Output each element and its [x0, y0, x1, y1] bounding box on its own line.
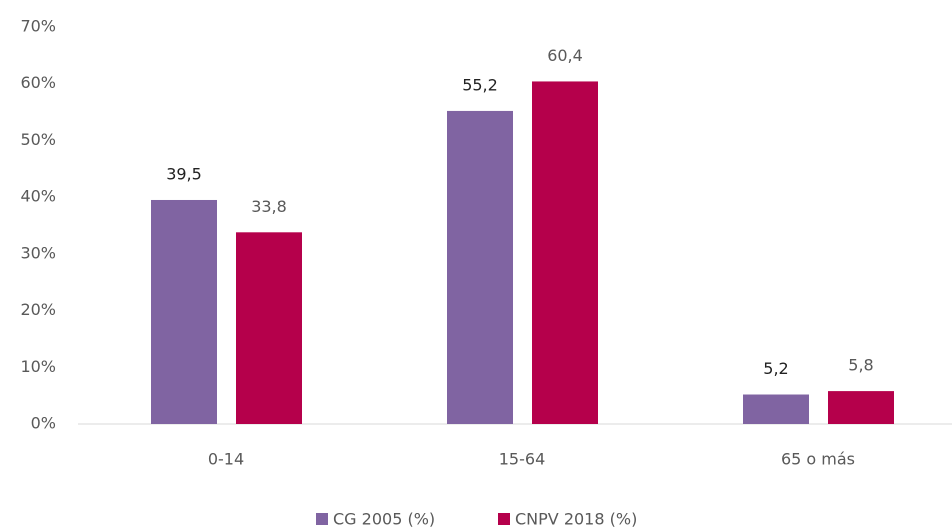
x-tick-label: 65 o más	[781, 450, 855, 469]
y-tick-label: 30%	[20, 243, 56, 262]
y-tick-label: 40%	[20, 187, 56, 206]
bar	[447, 110, 513, 425]
x-tick-label: 15-64	[499, 450, 546, 469]
y-tick-label: 20%	[20, 300, 56, 319]
y-tick-label: 0%	[31, 414, 56, 433]
value-label: 5,2	[763, 359, 788, 378]
value-label: 5,8	[848, 356, 873, 375]
y-tick-label: 50%	[20, 130, 56, 149]
legend-swatch	[316, 513, 328, 525]
value-label: 55,2	[462, 75, 498, 94]
bar	[532, 81, 598, 425]
value-label: 33,8	[251, 197, 287, 216]
bar	[743, 394, 809, 424]
legend-label: CG 2005 (%)	[333, 510, 435, 529]
bar	[151, 199, 217, 424]
legend-label: CNPV 2018 (%)	[515, 510, 637, 529]
value-label: 39,5	[166, 164, 202, 183]
bar	[828, 391, 894, 424]
y-tick-label: 10%	[20, 357, 56, 376]
bar	[236, 232, 302, 424]
y-tick-label: 60%	[20, 73, 56, 92]
x-tick-label: 0-14	[208, 450, 244, 469]
legend-swatch	[498, 513, 510, 525]
value-label: 60,4	[547, 46, 583, 65]
y-tick-label: 70%	[20, 17, 56, 36]
